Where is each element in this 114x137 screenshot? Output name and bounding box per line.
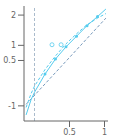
svg-text:0.5: 0.5 xyxy=(63,128,76,137)
svg-text:2: 2 xyxy=(11,11,16,20)
svg-text:0.5: 0.5 xyxy=(8,56,16,65)
svg-text:-1: -1 xyxy=(8,102,16,111)
svg-text:1: 1 xyxy=(102,128,106,137)
svg-text:1: 1 xyxy=(11,41,16,50)
